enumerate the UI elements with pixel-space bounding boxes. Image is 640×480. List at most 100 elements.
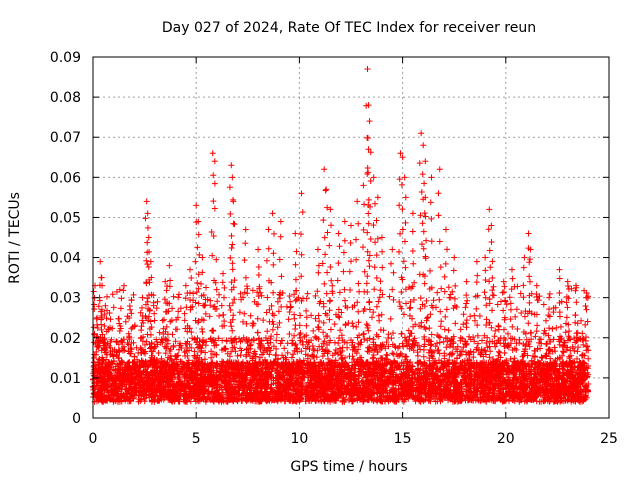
data-point <box>229 299 236 306</box>
data-point <box>373 275 380 282</box>
data-point <box>481 332 488 339</box>
data-point <box>410 338 417 345</box>
data-point <box>229 174 236 181</box>
data-point <box>365 102 372 109</box>
data-point <box>376 317 383 324</box>
data-point <box>371 286 378 293</box>
data-point <box>395 248 402 255</box>
data-point <box>526 278 533 285</box>
data-point <box>304 343 311 350</box>
data-point <box>117 325 124 332</box>
data-point <box>314 246 321 253</box>
data-point <box>321 280 328 287</box>
data-point <box>474 292 481 299</box>
data-point <box>268 302 275 309</box>
data-point <box>116 320 123 327</box>
data-point <box>231 221 238 228</box>
data-point <box>182 340 189 347</box>
data-point <box>420 142 427 149</box>
data-point <box>116 286 123 293</box>
data-point <box>419 171 426 178</box>
data-point <box>355 280 362 287</box>
data-point <box>566 328 573 335</box>
data-point <box>101 336 108 343</box>
data-point <box>192 258 199 265</box>
data-point <box>229 260 236 267</box>
data-point <box>532 333 539 340</box>
data-point <box>410 296 417 303</box>
data-point <box>341 218 348 225</box>
data-point <box>90 288 97 295</box>
data-point <box>277 289 284 296</box>
data-point <box>298 273 305 280</box>
data-point <box>489 292 496 299</box>
data-point <box>138 349 145 356</box>
data-point <box>582 302 589 309</box>
data-point <box>327 337 334 344</box>
data-point <box>255 246 262 253</box>
data-point <box>98 321 105 328</box>
data-point <box>146 325 153 332</box>
data-point <box>437 308 444 315</box>
data-point <box>423 237 430 244</box>
data-point <box>139 313 146 320</box>
plot-area-frame <box>92 56 610 419</box>
data-point <box>399 206 406 213</box>
data-point <box>474 322 481 329</box>
data-point <box>188 329 195 336</box>
data-point <box>366 306 373 313</box>
data-point <box>533 311 540 318</box>
data-point <box>441 326 448 333</box>
data-point <box>400 311 407 318</box>
data-point <box>563 314 570 321</box>
data-point <box>101 346 108 353</box>
data-point <box>195 218 202 225</box>
data-point <box>324 269 331 276</box>
data-point <box>198 292 205 299</box>
data-point <box>166 262 173 269</box>
data-point <box>463 324 470 331</box>
data-point <box>163 343 170 350</box>
data-point <box>342 322 349 329</box>
data-point <box>520 340 527 347</box>
data-point <box>322 251 329 258</box>
data-point <box>401 174 408 181</box>
x-tick-label: 0 <box>89 431 98 447</box>
data-point <box>326 316 333 323</box>
data-point <box>401 238 408 245</box>
data-point <box>582 334 589 341</box>
data-point <box>91 331 98 338</box>
data-point <box>582 321 589 328</box>
data-point <box>379 248 386 255</box>
data-point <box>520 282 527 289</box>
data-point <box>320 329 327 336</box>
data-point <box>143 198 150 205</box>
data-point <box>145 234 152 241</box>
data-point <box>196 251 203 258</box>
data-point <box>486 300 493 307</box>
data-point <box>361 268 368 275</box>
data-point <box>340 268 347 275</box>
data-point <box>463 292 470 299</box>
data-point <box>367 236 374 243</box>
data-point <box>198 280 205 287</box>
x-tick-label: 25 <box>600 431 618 447</box>
data-point <box>402 264 409 271</box>
data-point <box>321 166 328 173</box>
data-point <box>502 297 509 304</box>
data-point <box>360 226 367 233</box>
data-point <box>428 331 435 338</box>
data-point <box>507 300 514 307</box>
data-point <box>422 158 429 165</box>
data-point <box>340 249 347 256</box>
data-point <box>436 238 443 245</box>
data-point <box>416 160 423 167</box>
data-point <box>557 323 564 330</box>
data-point <box>229 327 236 334</box>
data-point <box>508 286 515 293</box>
data-point <box>525 320 532 327</box>
data-point <box>473 305 480 312</box>
data-point <box>229 241 236 248</box>
data-point <box>372 200 379 207</box>
y-tick-label: 0.03 <box>50 291 81 307</box>
